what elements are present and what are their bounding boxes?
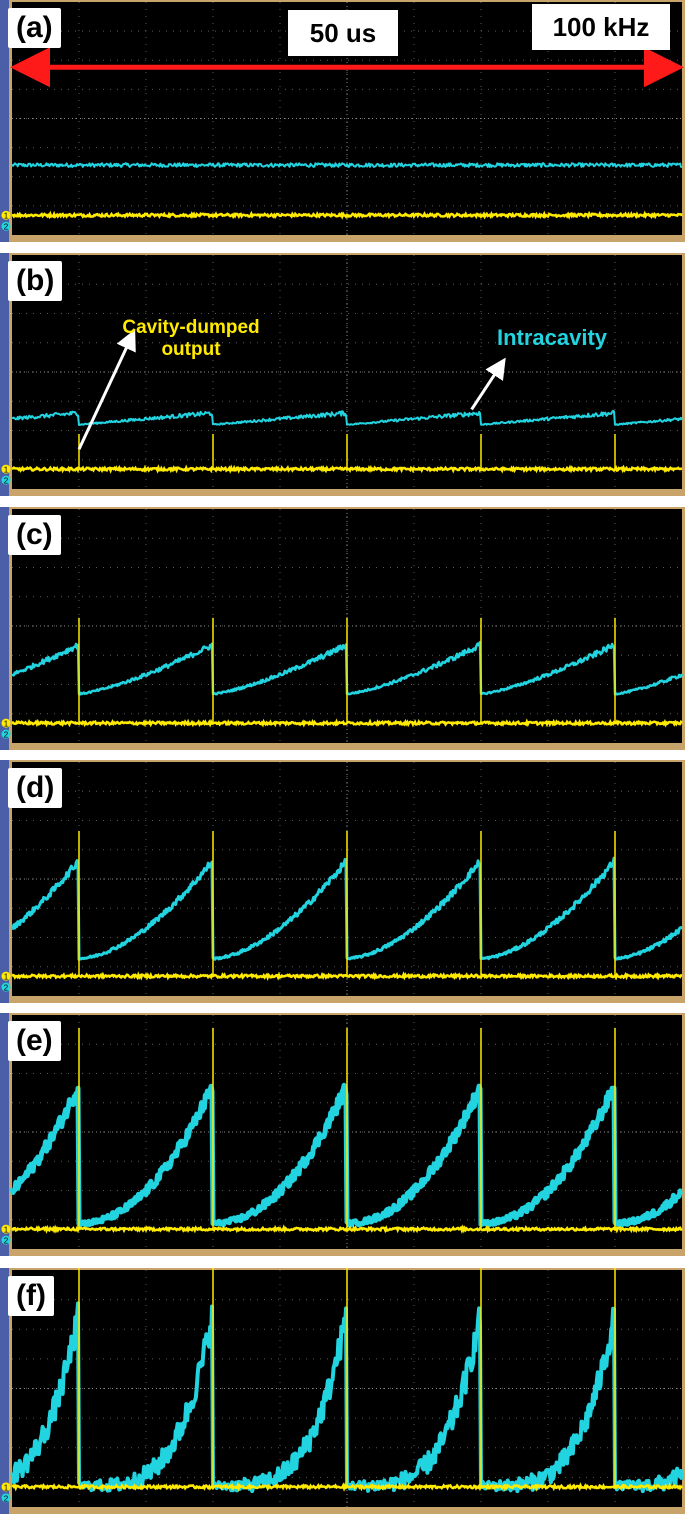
- channel-2-label: 2: [4, 984, 9, 993]
- rep-rate-label: 100 kHz: [532, 4, 670, 50]
- channel-2-label: 2: [4, 1494, 9, 1503]
- channel-1-label: 1: [4, 1226, 9, 1235]
- channel-1-label: 1: [4, 212, 9, 221]
- channel-1-label: 1: [4, 466, 9, 475]
- channel-1-marker: 1: [1, 464, 11, 475]
- panel-label-d: (d): [8, 768, 63, 808]
- channel-2-label: 2: [4, 223, 9, 232]
- scope-side-bar: [0, 0, 9, 242]
- panel-label-f: (f): [8, 1276, 54, 1316]
- intracavity-trace: [11, 409, 683, 426]
- scope-panel-a: 1 2 (a) 50 us 100 kHz: [0, 0, 685, 242]
- channel-1-marker: 1: [1, 1224, 11, 1235]
- scope-side-bar: [0, 1013, 9, 1256]
- channel-1-marker: 1: [1, 971, 11, 982]
- intracavity-trace: [11, 162, 683, 168]
- scope-grid: [12, 255, 682, 489]
- output-trace: [11, 464, 683, 474]
- output-trace: [11, 210, 684, 220]
- channel-2-marker: 2: [1, 982, 11, 993]
- scope-grid: [12, 2, 682, 235]
- panel-label-a: (a): [8, 8, 61, 48]
- channel-1-marker: 1: [1, 718, 11, 729]
- channel-2-marker: 2: [1, 729, 11, 740]
- output-arrow: [77, 329, 136, 450]
- panel-label-e: (e): [8, 1021, 61, 1061]
- output-trace: [10, 1224, 683, 1235]
- scope-trace-d: 12: [0, 760, 685, 1003]
- channel-1-label: 1: [4, 1483, 9, 1492]
- timespan-label: 50 us: [288, 10, 398, 56]
- channel-1-marker: 1: [1, 1482, 11, 1492]
- channel-1-marker: 1: [1, 210, 11, 221]
- intracavity-arrow: [470, 357, 506, 411]
- channel-2-label: 2: [4, 477, 9, 486]
- channel-2-label: 2: [4, 731, 9, 740]
- panel-label-b: (b): [8, 261, 63, 301]
- scope-side-bar: [0, 507, 9, 750]
- panel-label-c: (c): [8, 515, 61, 555]
- channel-1-label: 1: [4, 720, 9, 729]
- scope-side-bar: [0, 760, 9, 1003]
- scope-trace-c: 12: [0, 507, 685, 750]
- intracavity-annotation: Intracavity: [496, 325, 608, 350]
- scope-trace-b: 12: [0, 253, 685, 496]
- scope-trace-e: 12: [0, 1013, 685, 1256]
- scope-trace-f: 12: [0, 1268, 685, 1514]
- output-annotation: Cavity-dumped output: [122, 317, 260, 360]
- channel-2-marker: 2: [1, 221, 11, 232]
- channel-2-marker: 2: [1, 475, 11, 486]
- channel-2-marker: 2: [1, 1235, 11, 1246]
- scope-side-bar: [0, 253, 9, 496]
- channel-2-label: 2: [4, 1237, 9, 1246]
- scope-side-bar: [0, 1268, 9, 1514]
- channel-2-marker: 2: [1, 1493, 11, 1503]
- channel-1-label: 1: [4, 973, 9, 982]
